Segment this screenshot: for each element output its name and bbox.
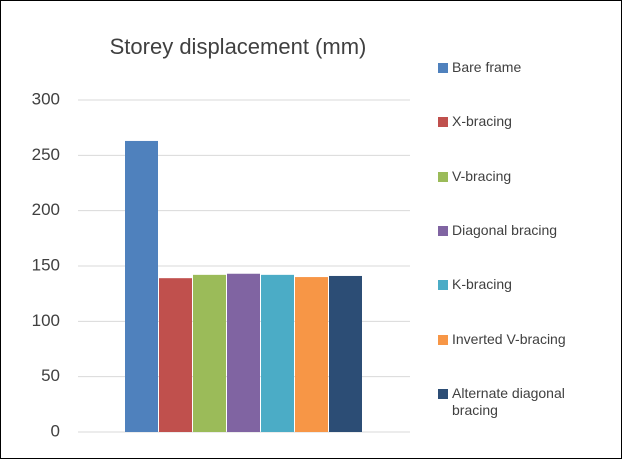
y-tick-label: 150 [32, 255, 60, 274]
legend-item: Alternate diagonal bracing [438, 385, 613, 419]
bar [261, 274, 294, 432]
legend-item: Inverted V-bracing [438, 331, 613, 348]
bar [193, 274, 226, 432]
y-tick-label: 100 [32, 311, 60, 330]
legend-label: Diagonal bracing [452, 221, 558, 238]
legend-label: Bare frame [452, 59, 522, 75]
legend-item: K-bracing [438, 276, 613, 293]
bar [329, 275, 362, 432]
bar [295, 277, 328, 432]
bar [159, 278, 192, 432]
y-tick-label: 250 [32, 145, 60, 164]
legend-item: Diagonal bracing [438, 222, 613, 239]
legend-item: Bare frame [438, 59, 613, 76]
legend-swatch [438, 117, 448, 128]
y-tick-label: 0 [51, 421, 60, 440]
legend-swatch [438, 63, 448, 73]
y-tick-label: 300 [32, 89, 60, 108]
legend-label: Inverted V-bracing [452, 330, 566, 347]
legend-label: X-bracing [452, 113, 512, 130]
legend-swatch [438, 280, 448, 291]
legend-item: X-bracing [438, 113, 613, 130]
bar [125, 140, 158, 433]
legend-label: V-bracing [452, 167, 512, 184]
legend-swatch [438, 171, 448, 182]
y-tick-label: 50 [41, 366, 60, 385]
legend-item: V-bracing [438, 168, 613, 185]
y-tick-label: 200 [32, 200, 60, 219]
bar [227, 273, 260, 432]
chart-title: Storey displacement (mm) [110, 34, 367, 59]
legend-label: K-bracing [452, 276, 512, 293]
legend-label: Alternate diagonal bracing [452, 384, 565, 418]
legend-swatch [438, 334, 448, 345]
legend-swatch [438, 388, 448, 399]
legend-swatch [438, 225, 448, 236]
